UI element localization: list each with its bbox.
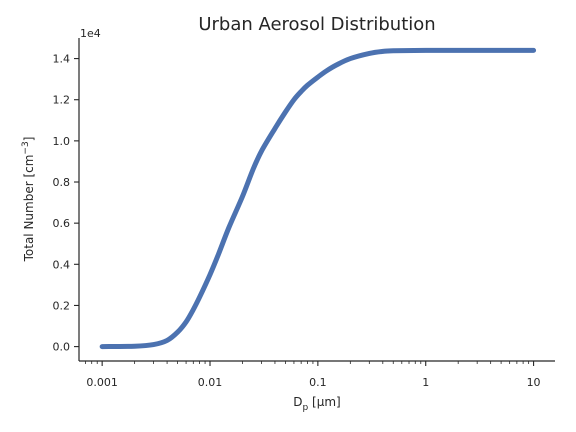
x-tick-label: 0.1 xyxy=(309,376,327,389)
y-tick-label: 0.0 xyxy=(53,341,71,354)
chart-title: Urban Aerosol Distribution xyxy=(198,14,435,35)
y-ticks: 0.0 0.2 0.4 0.6 0.8 1.0 1.2 1.4 xyxy=(53,53,79,354)
series-line xyxy=(99,47,537,350)
y-offset-label: 1e4 xyxy=(80,27,101,40)
y-tick-label: 0.8 xyxy=(53,176,71,189)
y-tick-label: 1.0 xyxy=(53,135,71,148)
x-ticks: 0.001 0.01 0.1 1 10 xyxy=(86,361,541,389)
y-tick-label: 0.4 xyxy=(53,258,71,271)
x-tick-label: 1 xyxy=(422,376,429,389)
y-tick-label: 1.2 xyxy=(53,94,71,107)
x-axis-label: Dp [μm] xyxy=(293,395,340,413)
y-tick-label: 0.2 xyxy=(53,299,71,312)
y-axis-label: Total Number [cm−3] xyxy=(21,137,36,263)
x-tick-label: 10 xyxy=(527,376,541,389)
x-minor-ticks xyxy=(85,361,530,364)
x-tick-label: 0.001 xyxy=(86,376,118,389)
x-axis-label-sub: p xyxy=(303,403,309,413)
x-tick-label: 0.01 xyxy=(198,376,223,389)
x-axis-label-unit: [μm] xyxy=(308,395,341,409)
x-axis-label-main: D xyxy=(293,395,302,409)
y-tick-label: 0.6 xyxy=(53,217,71,230)
y-tick-label: 1.4 xyxy=(53,53,71,66)
y-axis-label-end: ] xyxy=(22,137,36,142)
y-axis-label-main: Total Number [cm xyxy=(22,155,36,263)
y-axis-label-sup: −3 xyxy=(21,141,31,154)
